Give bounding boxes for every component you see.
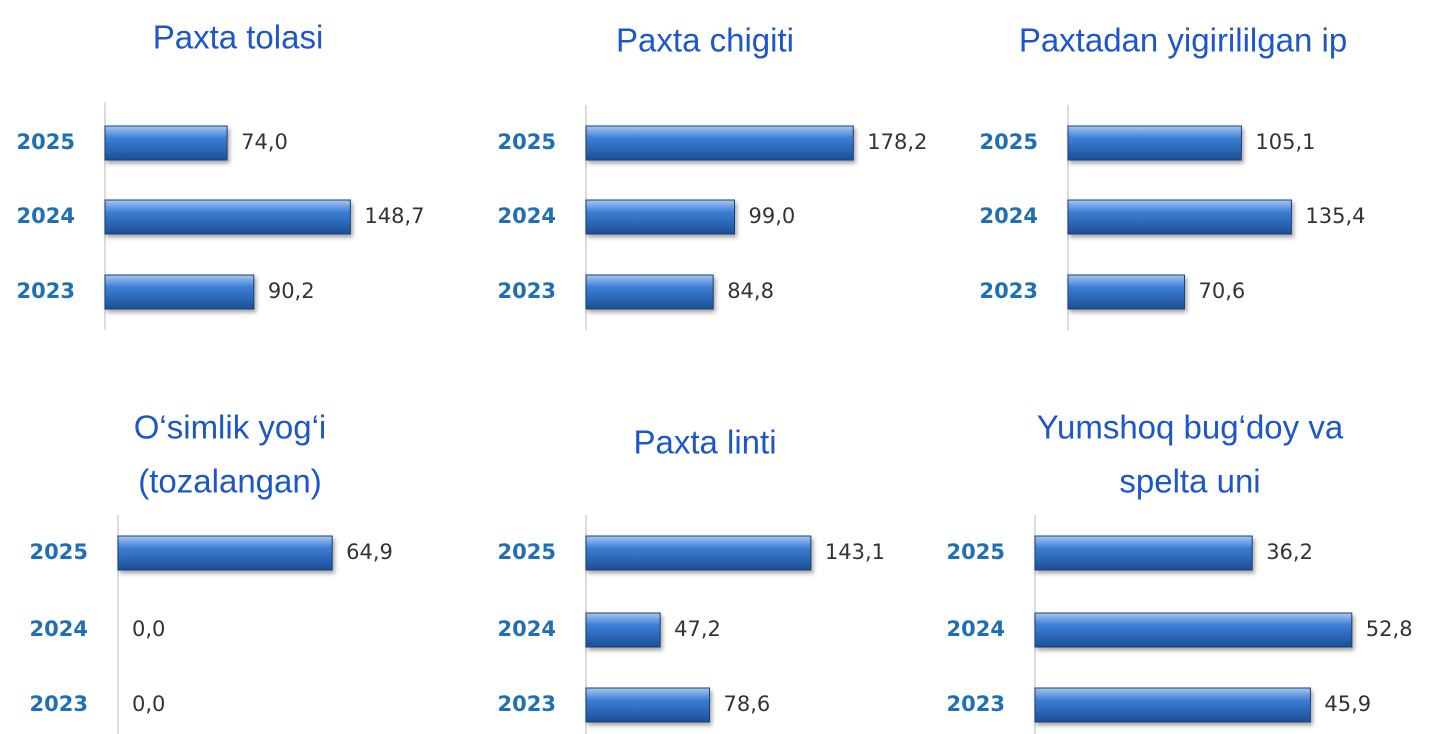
category-label: 2023 (498, 692, 556, 716)
chart-title: (tozalangan) (138, 463, 321, 500)
bar (1034, 535, 1253, 571)
value-label: 90,2 (268, 279, 315, 303)
bar (585, 199, 735, 235)
category-label: 2025 (498, 540, 556, 564)
category-label: 2024 (17, 204, 75, 228)
value-label: 70,6 (1198, 279, 1245, 303)
category-label: 2024 (498, 617, 556, 641)
value-label: 105,1 (1255, 130, 1315, 154)
category-label: 2023 (17, 279, 75, 303)
bar (1067, 199, 1292, 235)
value-label: 178,2 (867, 130, 927, 154)
bar (1034, 687, 1311, 723)
value-label: 64,9 (346, 540, 393, 564)
chart-title: spelta uni (1119, 463, 1260, 500)
category-label: 2025 (17, 130, 75, 154)
bar (1034, 612, 1353, 648)
bar (104, 199, 351, 235)
bar (585, 687, 711, 723)
category-label: 2025 (947, 540, 1005, 564)
bar (585, 535, 812, 571)
value-label: 74,0 (241, 130, 288, 154)
bar (1067, 125, 1242, 161)
category-label: 2023 (498, 279, 556, 303)
bar (104, 274, 255, 310)
category-label: 2023 (30, 692, 88, 716)
chart-title: Paxta chigiti (616, 22, 794, 59)
category-label: 2025 (980, 130, 1038, 154)
chart-title: O‘simlik yog‘i (134, 409, 327, 446)
value-label: 99,0 (749, 204, 796, 228)
bar (117, 535, 333, 571)
category-label: 2025 (30, 540, 88, 564)
value-label: 148,7 (364, 204, 424, 228)
category-label: 2025 (498, 130, 556, 154)
bar (585, 612, 661, 648)
category-label: 2024 (980, 204, 1038, 228)
bar (1067, 274, 1185, 310)
category-label: 2023 (980, 279, 1038, 303)
bar (585, 125, 854, 161)
category-label: 2024 (30, 617, 88, 641)
value-label: 45,9 (1324, 692, 1371, 716)
chart-title: Paxta tolasi (153, 19, 324, 56)
chart-title: Paxtadan yigirililgan ip (1019, 22, 1347, 59)
category-label: 2023 (947, 692, 1005, 716)
value-label: 78,6 (724, 692, 771, 716)
value-label: 84,8 (727, 279, 774, 303)
value-label: 0,0 (132, 692, 165, 716)
value-label: 52,8 (1366, 617, 1413, 641)
chart-title: Yumshoq bug‘doy va (1037, 409, 1344, 446)
bar (585, 274, 714, 310)
value-label: 47,2 (674, 617, 721, 641)
category-label: 2024 (947, 617, 1005, 641)
value-label: 0,0 (132, 617, 165, 641)
chart-title: Paxta linti (633, 424, 776, 461)
value-label: 143,1 (825, 540, 885, 564)
category-label: 2024 (498, 204, 556, 228)
value-label: 36,2 (1266, 540, 1313, 564)
bar (104, 125, 228, 161)
value-label: 135,4 (1305, 204, 1365, 228)
